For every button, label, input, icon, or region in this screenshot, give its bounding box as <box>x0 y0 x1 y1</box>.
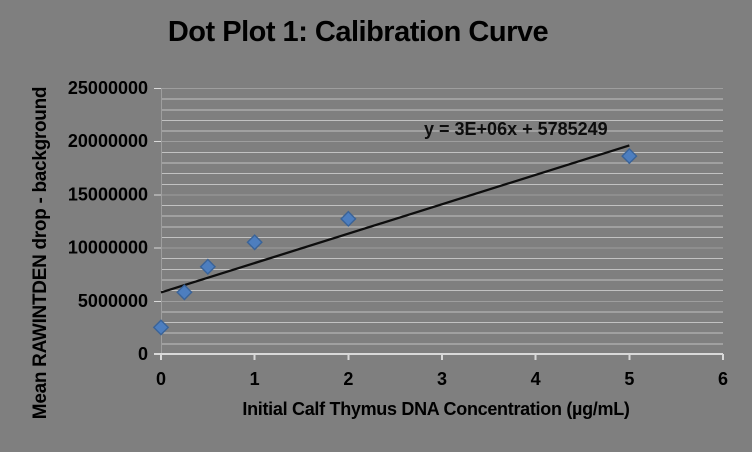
data-point-marker <box>621 147 638 165</box>
y-tick-label: 5000000 <box>78 291 148 311</box>
data-point-marker <box>340 210 357 228</box>
trendline <box>160 144 630 294</box>
x-tick-label: 0 <box>156 369 166 389</box>
y-tick-label: 25000000 <box>68 78 148 98</box>
data-point-marker <box>152 319 170 336</box>
x-tick-label: 4 <box>531 369 541 389</box>
x-tick-label: 6 <box>718 369 728 389</box>
x-tick-label: 2 <box>343 369 353 389</box>
x-tick-label: 1 <box>250 369 260 389</box>
data-point-marker <box>176 284 193 301</box>
y-tick-label: 20000000 <box>68 131 148 151</box>
trendline-equation: y = 3E+06x + 5785249 <box>424 119 608 139</box>
x-axis-title: Initial Calf Thymus DNA Concentration (µ… <box>242 399 630 419</box>
y-tick-label: 15000000 <box>68 184 148 204</box>
y-tick-label: 0 <box>138 344 148 364</box>
y-tick-label: 10000000 <box>68 238 148 258</box>
data-point-marker <box>199 258 217 275</box>
x-tick-label: 5 <box>624 369 634 389</box>
data-point-marker <box>246 234 263 251</box>
x-tick-label: 3 <box>437 369 447 389</box>
chart-title: Dot Plot 1: Calibration Curve <box>167 16 549 48</box>
